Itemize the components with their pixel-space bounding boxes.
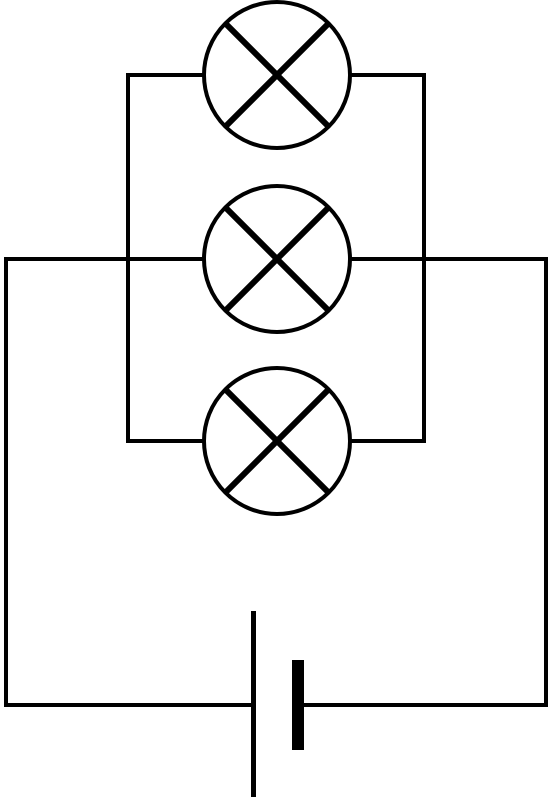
left-outer-wire bbox=[4, 257, 254, 707]
cell-short-plate bbox=[292, 660, 304, 750]
outer-wires bbox=[4, 257, 548, 707]
lamp-middle-cross-b bbox=[222, 204, 332, 314]
lamp-bottom-cross-b bbox=[222, 386, 332, 496]
right-outer-wire bbox=[296, 257, 548, 707]
lamp-top-cross-b bbox=[222, 20, 332, 130]
branch-wires bbox=[126, 73, 426, 443]
lamp-middle bbox=[202, 184, 352, 334]
lamp-top bbox=[202, 0, 352, 150]
battery-cell bbox=[251, 611, 304, 797]
lamp-bottom bbox=[202, 366, 352, 516]
cell-long-plate bbox=[251, 611, 256, 797]
